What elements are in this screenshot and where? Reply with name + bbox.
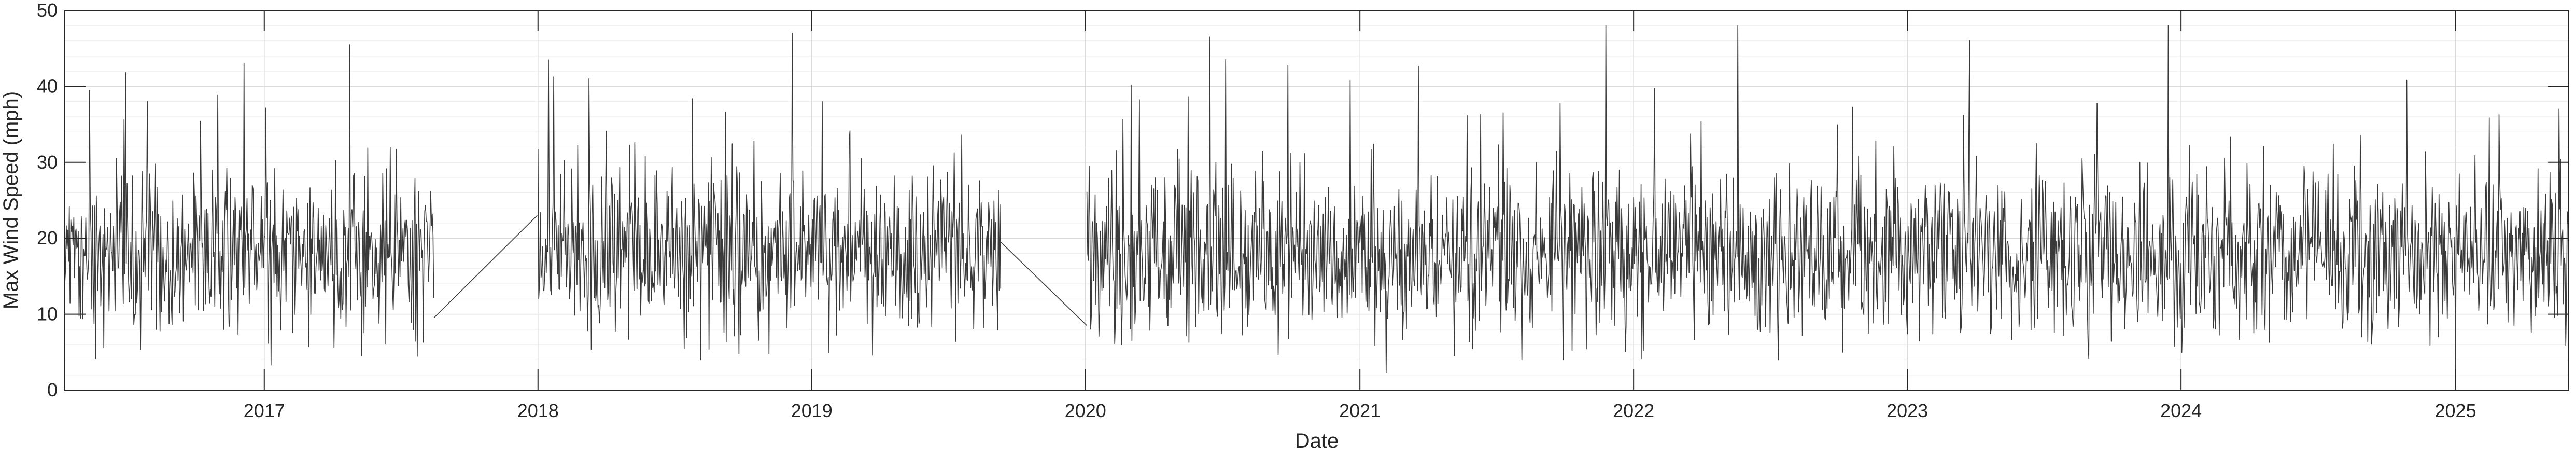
plot-frame bbox=[64, 10, 2569, 391]
y-tick-label: 20 bbox=[37, 227, 58, 249]
series-line-group bbox=[64, 25, 2569, 391]
series-line-segment bbox=[538, 33, 1002, 361]
x-tick-label: 2022 bbox=[1613, 400, 1654, 421]
series-line-segment bbox=[64, 44, 434, 366]
x-tick-label: 2023 bbox=[1887, 400, 1928, 421]
x-tick-label: 2017 bbox=[244, 400, 285, 421]
x-tick-label: 2019 bbox=[791, 400, 833, 421]
x-tick-label: 2018 bbox=[517, 400, 559, 421]
y-tick-label: 0 bbox=[47, 379, 58, 401]
x-axis-title: Date bbox=[1295, 430, 1339, 452]
y-tick-label: 10 bbox=[37, 304, 58, 325]
y-tick-label: 30 bbox=[37, 151, 58, 173]
x-axis-ticks: 2017 2018 2019 2020 2021 2022 2023 2024 2025 bbox=[244, 10, 2476, 421]
series-bridge-line bbox=[433, 215, 538, 319]
series-line-segment bbox=[1086, 25, 2569, 391]
major-grid bbox=[65, 10, 2569, 391]
y-tick-label: 40 bbox=[37, 75, 58, 96]
x-tick-label: 2021 bbox=[1339, 400, 1381, 421]
y-tick-label: 50 bbox=[37, 0, 58, 21]
x-tick-label: 2024 bbox=[2160, 400, 2202, 421]
y-axis-ticks: 0 10 20 30 40 50 bbox=[37, 0, 2569, 401]
minor-grid bbox=[65, 10, 2569, 391]
y-axis-title: Max Wind Speed (mph) bbox=[0, 91, 22, 309]
x-tick-label: 2020 bbox=[1065, 400, 1106, 421]
series-bridge-line bbox=[1000, 241, 1088, 326]
x-tick-label: 2025 bbox=[2435, 400, 2476, 421]
